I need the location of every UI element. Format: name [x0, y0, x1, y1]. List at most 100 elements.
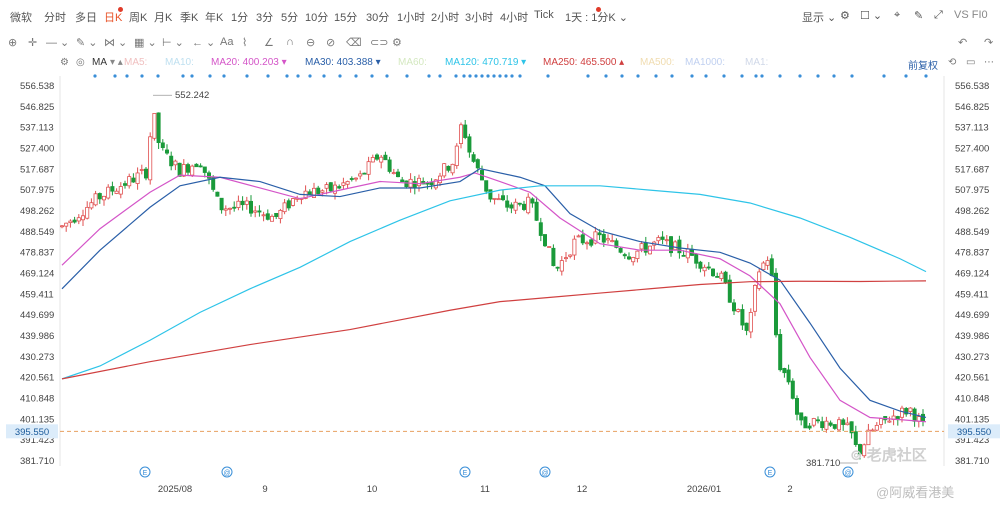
event-icon-label: @: [844, 470, 851, 477]
period-tab-8[interactable]: 1分: [231, 12, 249, 24]
alert-dot: [118, 7, 123, 12]
layout-icon[interactable]: ☐ ⌄: [860, 10, 883, 22]
candle-body: [223, 208, 228, 211]
more-icon[interactable]: ⋯: [984, 57, 994, 68]
candle-body: [316, 187, 321, 195]
event-dot: [266, 74, 270, 78]
ma-item-9: MA1:: [745, 57, 769, 68]
candle-body: [190, 165, 195, 176]
adjust-button[interactable]: 前复权: [908, 61, 938, 72]
candle-body: [706, 266, 711, 269]
period-tab-17[interactable]: 4小时: [500, 12, 529, 24]
arrow-tool-icon[interactable]: ← ⌄: [192, 37, 216, 49]
candle-body: [236, 200, 241, 208]
event-dot: [322, 74, 326, 78]
period-tab-1[interactable]: 分时: [44, 12, 66, 24]
settings-icon[interactable]: ⚙: [392, 37, 402, 49]
candle-body: [412, 181, 417, 189]
period-tab-7[interactable]: 年K: [205, 12, 224, 24]
cursor-icon[interactable]: ⊕: [8, 37, 18, 49]
wave-tool-icon[interactable]: ⋈ ⌄: [104, 37, 128, 49]
period-tab-11[interactable]: 10分: [305, 12, 329, 24]
y-tick-left: 439.986: [20, 331, 54, 342]
candle-body: [702, 266, 707, 272]
candle-body: [858, 444, 863, 455]
brush-icon[interactable]: ⌇: [242, 37, 248, 49]
period-tab-0[interactable]: 微软: [10, 12, 32, 24]
expand-icon[interactable]: ⤢: [934, 9, 943, 21]
candle-body: [437, 175, 442, 184]
ma-settings-icon[interactable]: ⚙: [60, 57, 69, 68]
period-tab-13[interactable]: 30分: [366, 12, 390, 24]
period-tab-4[interactable]: 周K: [129, 12, 148, 24]
settings-icon[interactable]: ⚙: [840, 10, 850, 22]
candle-body: [114, 190, 119, 194]
candle-body: [194, 163, 199, 168]
candle-body: [349, 178, 354, 180]
candle-body: [198, 165, 203, 168]
period-tab-12[interactable]: 15分: [334, 12, 358, 24]
period-tab-5[interactable]: 月K: [154, 12, 173, 24]
candle-body: [240, 200, 245, 206]
edit-icon[interactable]: ✎: [914, 10, 924, 22]
magnet-icon[interactable]: ∩: [286, 36, 294, 48]
candle-body: [227, 207, 232, 210]
candle-body: [631, 257, 636, 263]
line-tool-icon[interactable]: — ⌄: [46, 37, 70, 49]
candle-body: [610, 240, 615, 243]
lock-icon[interactable]: ⊖: [306, 37, 316, 49]
author-watermark: @阿威看港美: [876, 485, 955, 500]
candle-body: [471, 154, 476, 162]
period-tab-14[interactable]: 1小时: [397, 12, 426, 24]
candle-body: [681, 254, 686, 257]
candle-body: [60, 225, 65, 228]
event-icon: [539, 466, 551, 478]
candle-body: [853, 431, 858, 445]
undo-icon[interactable]: ↶: [958, 37, 968, 49]
reset-icon[interactable]: ⟲: [948, 57, 957, 68]
window-icon[interactable]: ▭: [966, 57, 976, 68]
y-tick-left: 546.825: [20, 102, 54, 113]
camera-icon[interactable]: ⌖: [894, 9, 901, 21]
period-tab-15[interactable]: 2小时: [431, 12, 460, 24]
range-tool-icon[interactable]: ⊢ ⌄: [162, 37, 184, 49]
ma-eye-icon[interactable]: ◎: [76, 57, 85, 68]
symbol-compare[interactable]: VS FI0: [954, 9, 988, 21]
candle-body: [769, 258, 774, 276]
crosshair-icon[interactable]: ✛: [28, 37, 38, 49]
measure-tool-icon[interactable]: ▦ ⌄: [134, 37, 157, 49]
event-dot: [492, 74, 496, 78]
period-tab-2[interactable]: 多日: [75, 12, 97, 24]
period-tab-6[interactable]: 季K: [180, 12, 199, 24]
ma-toggle-icon[interactable]: ▾ ▴: [110, 57, 123, 68]
candle-body: [290, 198, 295, 206]
trash-icon[interactable]: ⌫: [346, 37, 362, 49]
candle-body: [265, 213, 270, 220]
period-tab-9[interactable]: 3分: [256, 12, 274, 24]
period-tab-3[interactable]: 日K: [104, 12, 123, 24]
candle-body: [534, 201, 539, 221]
event-dot: [427, 74, 431, 78]
candle-body: [568, 254, 573, 257]
period-tab-18[interactable]: Tick: [534, 9, 554, 21]
event-dot: [636, 74, 640, 78]
ruler-icon[interactable]: ∠: [264, 37, 274, 49]
event-dot: [113, 74, 117, 78]
period-tab-10[interactable]: 5分: [281, 12, 299, 24]
y-tick-right: 527.400: [955, 144, 989, 155]
pen-tool-icon[interactable]: ✎ ⌄: [76, 37, 98, 49]
high-annotation: 552.242: [175, 90, 209, 101]
period-tab-16[interactable]: 3小时: [465, 12, 494, 24]
text-tool-icon[interactable]: Aa: [220, 36, 234, 48]
x-tick: 11: [480, 484, 490, 495]
redo-icon[interactable]: ↷: [984, 37, 994, 49]
event-icon-label: E: [463, 470, 468, 477]
link-icon[interactable]: ⊂⊃: [370, 37, 389, 49]
display-menu[interactable]: 显示 ⌄: [802, 12, 837, 24]
period-tab-19[interactable]: 1天 : 1分K ⌄: [565, 12, 629, 24]
candle-body: [849, 421, 854, 434]
hide-icon[interactable]: ⊘: [326, 37, 336, 49]
event-dot: [546, 74, 550, 78]
x-tick: 2026/01: [687, 484, 721, 495]
